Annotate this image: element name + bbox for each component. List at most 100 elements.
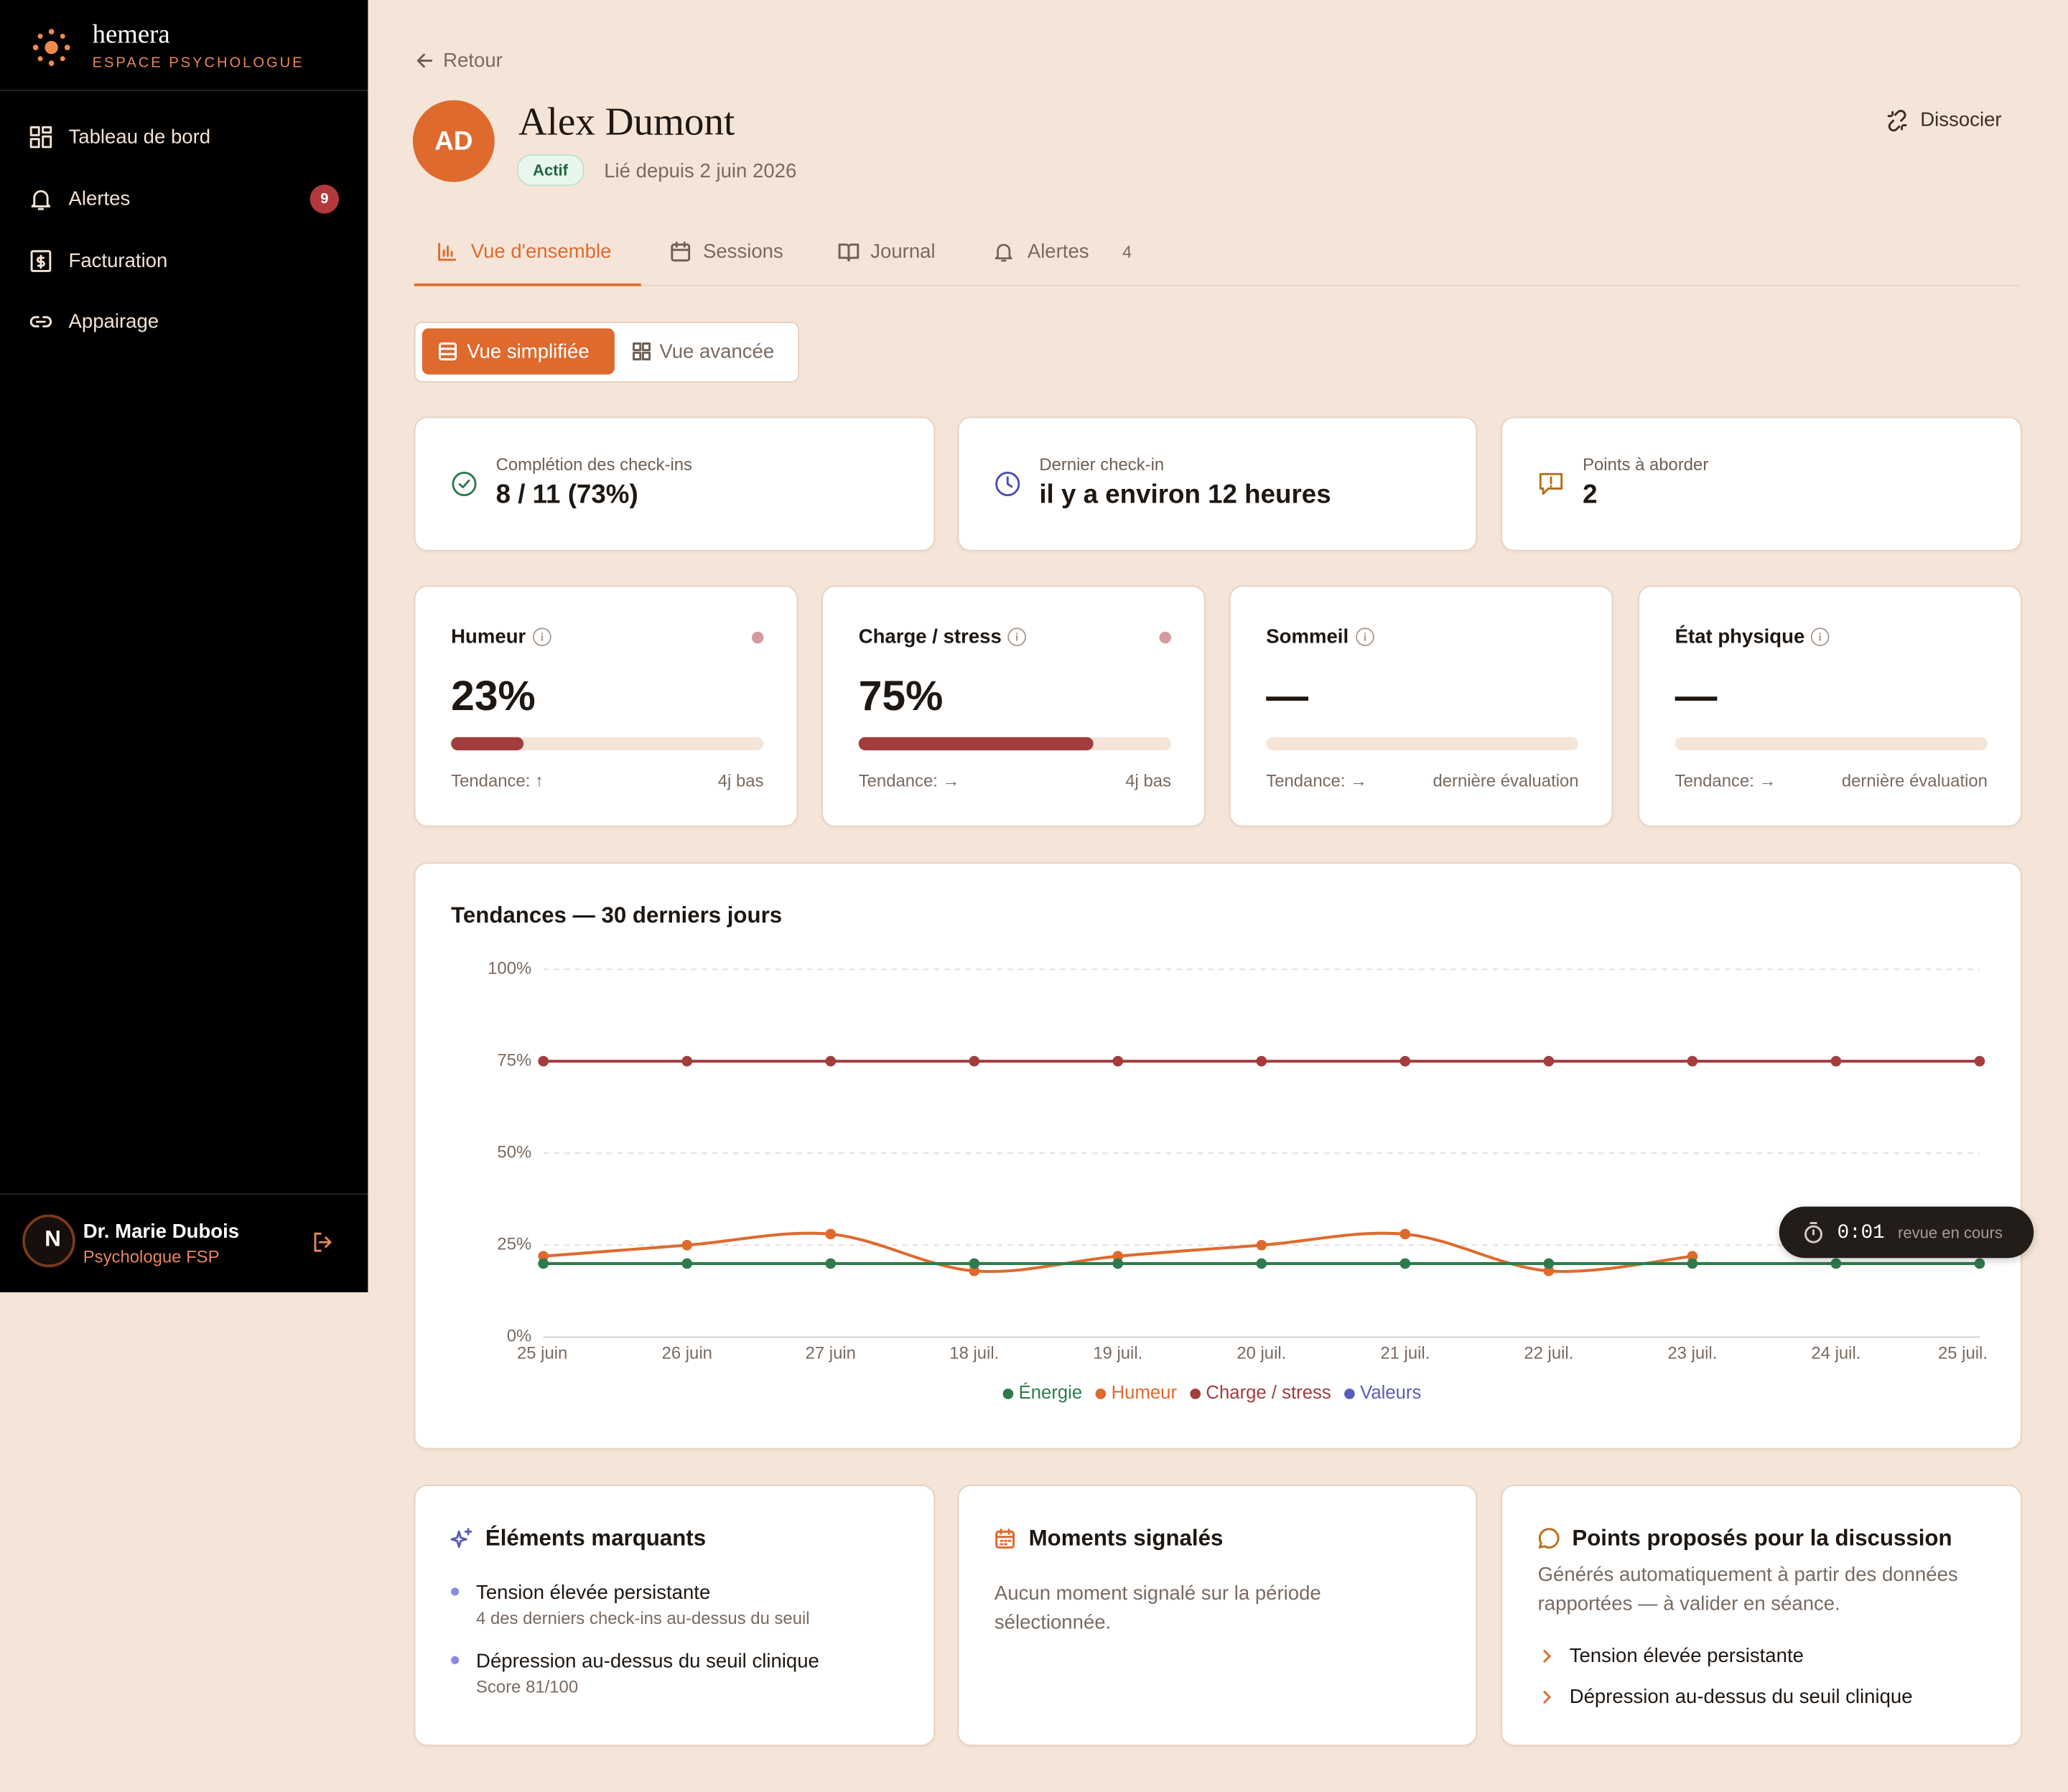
data-point <box>1112 1258 1124 1269</box>
metric-card: État physique — Tendance: → dernière évalua… <box>1638 585 2022 827</box>
nav-icon <box>29 316 52 328</box>
moments-card: Moments signalés Aucun moment signalé su… <box>957 1485 1478 1746</box>
metric-note: 4j bas <box>1125 770 1172 791</box>
tab[interactable]: Sessions <box>702 241 783 263</box>
stat-icon <box>995 471 1020 497</box>
brand: hemera <box>92 20 170 50</box>
nav-badge: 9 <box>309 185 340 214</box>
x-tick-label: 24 juil. <box>1811 1344 1860 1363</box>
chevron <box>1543 1691 1551 1704</box>
metric-bar <box>858 737 1094 751</box>
tab-indicator <box>414 283 641 286</box>
x-tick-label: 19 juil. <box>1093 1344 1142 1363</box>
metric-bar-track <box>1675 737 1988 751</box>
legend-swatch <box>1190 1389 1201 1399</box>
metric-card: Charge / stress 75% Tendance: → 4j bas <box>821 585 1206 827</box>
back-icon <box>416 53 433 68</box>
tab[interactable]: Journal <box>870 241 936 263</box>
legend-label: Énergie <box>1019 1382 1083 1403</box>
back-link[interactable]: Retour <box>443 49 503 73</box>
toggle-option[interactable]: Vue simplifiée <box>467 340 590 364</box>
highlight-detail: 4 des derniers check-ins au-dessus du se… <box>476 1607 810 1628</box>
data-point <box>825 1055 837 1067</box>
status-badge: Actif <box>516 154 584 186</box>
metric-trend: Tendance: → <box>1675 770 1776 791</box>
nav-icon <box>30 250 52 272</box>
divider <box>0 89 368 91</box>
metric-card: Humeur 23% Tendance: ↑ 4j bas <box>414 585 798 827</box>
brand-subtitle: ESPACE PSYCHOLOGUE <box>92 55 304 72</box>
data-point <box>1256 1258 1267 1269</box>
x-tick-label: 20 juil. <box>1236 1344 1286 1363</box>
data-point <box>1543 1258 1555 1269</box>
toggle-active[interactable] <box>421 328 615 375</box>
user-name: Dr. Marie Dubois <box>83 1220 240 1243</box>
metric-bar-track <box>858 737 1172 751</box>
data-point <box>1399 1055 1411 1067</box>
data-point <box>1830 1258 1842 1269</box>
legend-label: Humeur <box>1112 1383 1178 1403</box>
stat-label: Points à aborder <box>1583 454 1709 475</box>
data-point <box>1687 1055 1698 1067</box>
chevron <box>1543 1650 1551 1663</box>
metric-note: dernière évaluation <box>1841 770 1988 791</box>
data-point <box>1112 1251 1124 1262</box>
empty-text: Aucun moment signalé sur la période séle… <box>994 1582 1321 1634</box>
data-point <box>1399 1258 1411 1269</box>
data-point <box>1256 1055 1267 1067</box>
logout-icon[interactable] <box>311 1231 335 1254</box>
info-icon <box>1356 627 1374 646</box>
x-tick-label: 18 juil. <box>949 1344 999 1363</box>
nav-icon <box>29 126 52 149</box>
toggle-option[interactable]: Vue avancée <box>659 340 775 364</box>
timer-icon <box>1804 1222 1822 1243</box>
data-point <box>1543 1055 1555 1067</box>
user-initial: N <box>45 1226 61 1252</box>
status-dot <box>1159 631 1172 644</box>
info-icon <box>1007 627 1026 646</box>
metric-note: 4j bas <box>717 770 764 791</box>
x-tick-label: 25 juin <box>517 1344 567 1363</box>
data-point <box>969 1258 980 1269</box>
user-role: Psychologue FSP <box>83 1246 220 1267</box>
timer-time: 0:01 <box>1837 1221 1885 1244</box>
metric-title: Charge / stress <box>858 625 1002 648</box>
nav-item[interactable]: Alertes <box>68 187 131 210</box>
dissociate-button[interactable]: Dissocier <box>1920 108 2002 131</box>
data-point <box>1256 1239 1267 1251</box>
nav-item[interactable]: Facturation <box>68 250 168 273</box>
x-tick-label: 21 juil. <box>1380 1344 1430 1363</box>
sparkle-icon <box>450 1528 472 1548</box>
highlights-card: Éléments marquants Tension élevée persis… <box>414 1485 936 1746</box>
nav-item[interactable]: Appairage <box>68 310 159 333</box>
y-tick-label: 50% <box>497 1143 531 1162</box>
y-tick-label: 25% <box>497 1235 531 1254</box>
data-point <box>1974 1258 1985 1269</box>
data-point <box>681 1239 693 1251</box>
nav-item[interactable]: Tableau de bord <box>68 126 211 149</box>
metric-value: 75% <box>858 671 944 719</box>
toggle-icon <box>633 342 651 360</box>
patient-avatar <box>412 100 495 182</box>
user-avatar <box>22 1214 75 1268</box>
data-point <box>1399 1228 1411 1240</box>
tab[interactable]: Alertes <box>1027 241 1089 263</box>
x-tick-label: 27 juin <box>806 1344 856 1363</box>
divider <box>0 1193 368 1195</box>
tab[interactable]: Vue d'ensemble <box>470 241 612 263</box>
data-point <box>538 1251 549 1262</box>
tab-divider <box>414 284 2021 286</box>
data-point <box>681 1055 693 1067</box>
x-tick-label: 25 juil. <box>1938 1344 1988 1363</box>
data-point <box>1687 1251 1698 1262</box>
legend-label: Charge / stress <box>1206 1383 1331 1403</box>
tab-icon <box>671 241 691 262</box>
x-tick-label: 26 juin <box>662 1344 712 1363</box>
stat-card: Dernier check-in il y a environ 12 heure… <box>957 416 1478 551</box>
metric-card: Sommeil — Tendance: → dernière évaluation <box>1229 585 1613 827</box>
data-point <box>825 1258 837 1269</box>
card-title: Points proposés pour la discussion <box>1572 1526 1952 1551</box>
toggle-icon <box>439 342 457 360</box>
metric-trend: Tendance: → <box>858 770 960 791</box>
